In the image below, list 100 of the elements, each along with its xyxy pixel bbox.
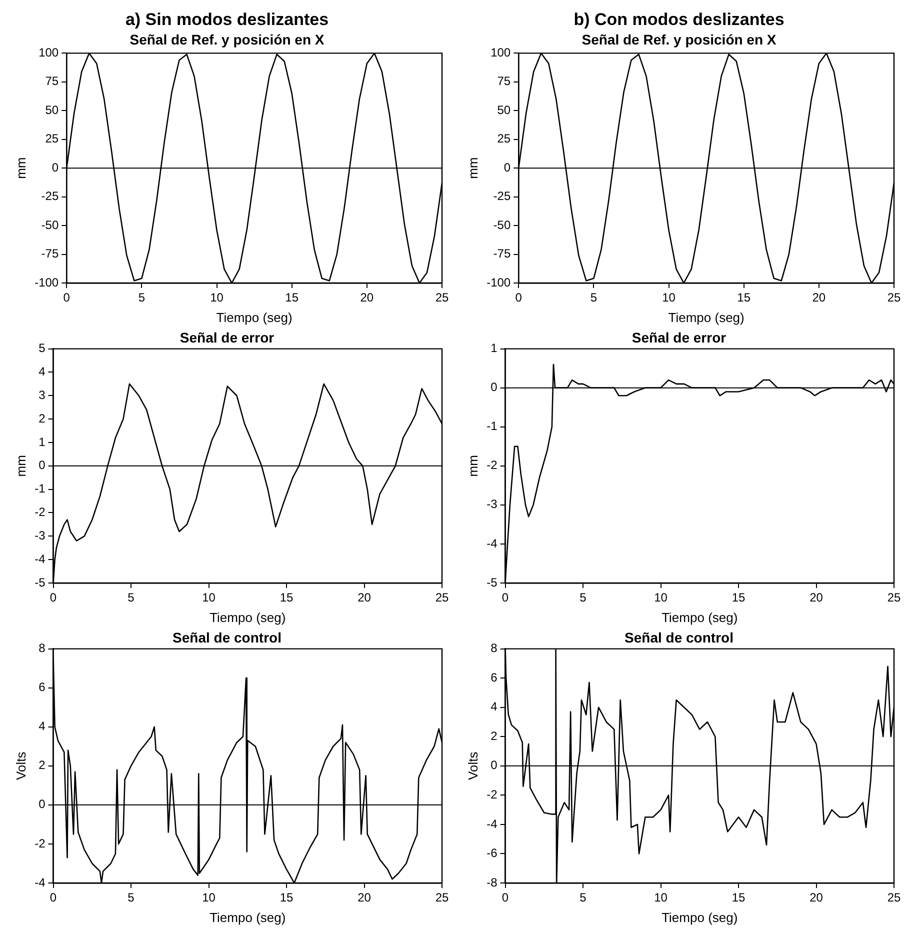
x-tick-label: 15 <box>737 290 751 305</box>
y-tick-label: 0 <box>38 797 46 812</box>
x-tick-label: 15 <box>285 290 299 305</box>
y-tick-label: 4 <box>38 364 46 379</box>
y-tick-label: 0 <box>52 160 59 174</box>
y-tick-label: -2 <box>34 836 46 850</box>
y-tick-label: 50 <box>45 102 59 117</box>
chart-title: a) Sin modos deslizantes <box>125 10 329 29</box>
y-tick-label: 3 <box>38 388 46 402</box>
x-tick-label: 10 <box>210 290 224 305</box>
x-tick-label: 25 <box>887 290 901 305</box>
chart-subtitle: Señal de Ref. y posición en X <box>582 32 777 48</box>
y-tick-label: 100 <box>38 46 59 60</box>
y-tick-label: 75 <box>497 74 511 88</box>
y-tick-label: -3 <box>34 528 46 542</box>
x-tick-label: 25 <box>435 890 449 905</box>
y-tick-label: -75 <box>41 246 59 261</box>
x-tick-label: 20 <box>810 890 824 905</box>
y-tick-label: -25 <box>493 189 511 204</box>
y-tick-label: 8 <box>490 641 498 656</box>
y-tick-label: 25 <box>497 132 511 146</box>
x-tick-label: 10 <box>662 290 676 305</box>
x-tick-label: 10 <box>202 890 216 905</box>
x-tick-label: 5 <box>138 290 146 305</box>
x-axis-title: Tiempo (seg) <box>662 610 738 625</box>
y-tick-label: -2 <box>34 505 46 520</box>
y-tick-label: -3 <box>486 497 498 512</box>
y-tick-label: 4 <box>490 700 498 714</box>
chart-title: b) Con modos deslizantes <box>574 10 784 29</box>
y-axis-title: mm <box>13 157 28 179</box>
x-tick-label: 20 <box>812 290 826 305</box>
y-tick-label: 25 <box>45 132 59 146</box>
y-tick-label: -100 <box>486 275 511 290</box>
y-axis-title: mm <box>465 157 480 179</box>
x-tick-label: 15 <box>280 890 294 905</box>
y-tick-label: -4 <box>34 875 46 890</box>
y-tick-label: -75 <box>493 246 511 261</box>
y-axis-title: Volts <box>465 751 480 780</box>
y-axis-title: Volts <box>13 751 28 780</box>
x-tick-label: 15 <box>732 890 746 905</box>
y-tick-label: 2 <box>38 758 46 772</box>
y-tick-label: -5 <box>486 575 498 590</box>
y-tick-label: 0 <box>490 758 498 772</box>
x-tick-label: 5 <box>590 290 598 305</box>
y-tick-label: -1 <box>486 419 498 434</box>
y-tick-label: 0 <box>490 380 498 394</box>
y-tick-label: -4 <box>486 536 498 550</box>
chart-subtitle: Señal de Ref. y posición en X <box>130 32 325 48</box>
x-tick-label: 10 <box>654 890 668 905</box>
chart-title: Señal de error <box>180 329 275 346</box>
y-tick-label: -50 <box>41 218 59 232</box>
x-tick-label: 25 <box>887 890 901 905</box>
y-tick-label: 2 <box>38 411 46 426</box>
x-tick-label: 5 <box>580 890 587 905</box>
y-tick-label: 5 <box>38 341 46 356</box>
x-tick-label: 25 <box>435 290 449 305</box>
x-axis-title: Tiempo (seg) <box>668 310 744 325</box>
y-tick-label: 6 <box>490 670 498 684</box>
x-axis-title: Tiempo (seg) <box>662 910 738 925</box>
y-tick-label: -4 <box>34 552 46 566</box>
y-axis-title: mm <box>13 455 28 477</box>
y-tick-label: 8 <box>38 641 46 656</box>
y-tick-label: 0 <box>504 160 511 174</box>
chart-title: Señal de error <box>632 329 727 346</box>
x-tick-label: 0 <box>515 290 522 305</box>
y-tick-label: -4 <box>486 816 498 831</box>
y-tick-label: -50 <box>493 218 511 232</box>
x-axis-title: Tiempo (seg) <box>210 610 286 625</box>
y-tick-label: 1 <box>490 341 498 356</box>
y-tick-label: -5 <box>34 575 46 590</box>
x-tick-label: 15 <box>732 590 746 605</box>
x-tick-label: 0 <box>63 290 70 305</box>
x-tick-label: 5 <box>580 590 587 605</box>
y-tick-label: -100 <box>34 275 59 290</box>
y-tick-label: -2 <box>486 458 498 472</box>
y-tick-label: -1 <box>34 482 46 496</box>
y-tick-label: -25 <box>41 189 59 204</box>
y-tick-label: 1 <box>38 434 46 449</box>
y-axis-title: mm <box>465 455 480 477</box>
x-tick-label: 5 <box>128 890 135 905</box>
chart-title: Señal de control <box>172 629 282 646</box>
y-tick-label: 4 <box>38 719 46 734</box>
x-tick-label: 20 <box>358 590 372 605</box>
chart-title: Señal de control <box>624 629 734 646</box>
x-axis-title: Tiempo (seg) <box>210 910 286 925</box>
x-tick-label: 10 <box>654 590 668 605</box>
y-tick-label: 2 <box>490 728 498 743</box>
x-tick-label: 15 <box>280 590 294 605</box>
y-tick-label: -2 <box>486 787 498 802</box>
y-tick-label: 0 <box>38 458 46 472</box>
x-tick-label: 5 <box>128 590 135 605</box>
x-axis-title: Tiempo (seg) <box>216 310 292 325</box>
y-tick-label: 50 <box>497 102 511 117</box>
x-tick-label: 25 <box>435 590 449 605</box>
y-tick-label: 100 <box>490 46 511 60</box>
x-tick-label: 20 <box>360 290 374 305</box>
y-tick-label: 75 <box>45 74 59 88</box>
x-tick-label: 10 <box>202 590 216 605</box>
y-tick-label: 6 <box>38 680 46 694</box>
x-tick-label: 20 <box>358 890 372 905</box>
